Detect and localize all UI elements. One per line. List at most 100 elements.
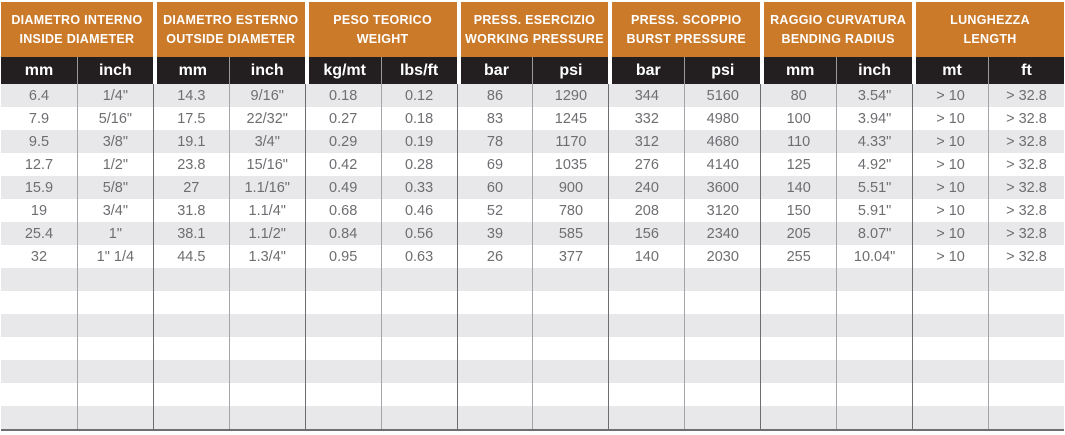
cell: > 32.8	[987, 84, 1064, 107]
cell: > 10	[912, 222, 988, 245]
group-title-en: WORKING PRESSURE	[465, 31, 604, 46]
cell	[684, 268, 760, 291]
cell: 52	[456, 199, 533, 222]
cell: 1/4"	[76, 84, 153, 107]
cell: 60	[456, 176, 533, 199]
group-title-en: BURST PRESSURE	[626, 31, 747, 46]
cell	[228, 337, 305, 360]
cell	[836, 268, 912, 291]
cell	[228, 314, 305, 337]
cell: 5/16"	[76, 107, 153, 130]
cell	[304, 337, 381, 360]
cell: 205	[760, 222, 836, 245]
cell	[380, 383, 457, 406]
cell	[760, 360, 836, 383]
cell	[987, 314, 1064, 337]
cell	[836, 337, 912, 360]
cell: 208	[608, 199, 684, 222]
unit-header: inch	[228, 57, 305, 84]
cell: 17.5	[152, 107, 229, 130]
cell: 4980	[684, 107, 760, 130]
group-title-it: PRESS. ESERCIZIO	[473, 13, 596, 28]
cell: 27	[152, 176, 229, 199]
cell	[684, 291, 760, 314]
cell	[1, 268, 77, 291]
cell: 78	[456, 130, 533, 153]
cell	[228, 291, 305, 314]
cell: 255	[760, 245, 836, 268]
cell	[608, 314, 684, 337]
cell	[912, 360, 988, 383]
table-row: 6.4 1/4" 14.3 9/16" 0.18 0.12 86 1290 344 5160 80 3…	[1, 84, 1064, 107]
cell	[76, 291, 153, 314]
cell: > 10	[912, 130, 988, 153]
cell	[456, 268, 533, 291]
cell	[76, 383, 153, 406]
cell	[684, 314, 760, 337]
cell	[760, 406, 836, 429]
group-header-burst-pressure: PRESS. SCOPPIO BURST PRESSURE	[608, 2, 761, 57]
cell: 38.1	[152, 222, 229, 245]
cell: 1.1/2"	[228, 222, 305, 245]
cell: 0.49	[304, 176, 381, 199]
cell: 5.51"	[836, 176, 912, 199]
cell	[684, 406, 760, 429]
cell	[608, 383, 684, 406]
cell	[456, 314, 533, 337]
table-row-empty	[1, 337, 1064, 360]
cell: 0.29	[304, 130, 381, 153]
cell: 150	[760, 199, 836, 222]
cell	[228, 383, 305, 406]
cell	[76, 360, 153, 383]
cell	[760, 383, 836, 406]
cell	[304, 314, 381, 337]
cell: 4140	[684, 153, 760, 176]
cell: 19.1	[152, 130, 229, 153]
cell	[1, 337, 77, 360]
cell	[760, 291, 836, 314]
cell	[836, 314, 912, 337]
cell	[608, 406, 684, 429]
cell: 240	[608, 176, 684, 199]
cell	[684, 337, 760, 360]
cell	[532, 360, 608, 383]
cell	[760, 268, 836, 291]
cell	[380, 337, 457, 360]
cell	[532, 337, 608, 360]
group-title-en: BENDING RADIUS	[781, 31, 895, 46]
cell	[304, 383, 381, 406]
unit-header: bar	[608, 57, 685, 84]
cell: > 10	[912, 199, 988, 222]
cell: 332	[608, 107, 684, 130]
cell	[228, 360, 305, 383]
group-title-en: OUTSIDE DIAMETER	[166, 31, 296, 46]
table-row: 15.9 5/8" 27 1.1/16" 0.49 0.33 60 900 240 3600 140…	[1, 176, 1064, 199]
cell: > 32.8	[987, 245, 1064, 268]
group-header-bending-radius: RAGGIO CURVATURA BENDING RADIUS	[760, 2, 913, 57]
cell	[608, 337, 684, 360]
cell: 1.1/16"	[228, 176, 305, 199]
cell: 5/8"	[76, 176, 153, 199]
cell	[152, 406, 229, 429]
table-row: 12.7 1/2" 23.8 15/16" 0.42 0.28 69 1035 276 4140 1…	[1, 153, 1064, 176]
cell: 12.7	[24, 156, 54, 173]
cell	[456, 291, 533, 314]
table-row-empty	[1, 268, 1064, 291]
cell: 140	[608, 245, 684, 268]
cell	[304, 360, 381, 383]
unit-header: mm	[1, 57, 77, 84]
cell: 23.8	[152, 153, 229, 176]
table-row-empty	[1, 383, 1064, 406]
cell: > 32.8	[987, 107, 1064, 130]
cell: 1290	[532, 84, 608, 107]
unit-header: lbs/ft	[380, 57, 457, 84]
cell	[380, 406, 457, 429]
cell: 4680	[684, 130, 760, 153]
cell	[608, 291, 684, 314]
group-title-it: DIAMETRO ESTERNO	[163, 13, 299, 28]
group-header-length: LUNGHEZZA LENGTH	[912, 2, 1064, 57]
spec-table-body: 6.4 1/4" 14.3 9/16" 0.18 0.12 86 1290 344 5160 80 3…	[1, 84, 1064, 429]
cell	[1, 291, 77, 314]
